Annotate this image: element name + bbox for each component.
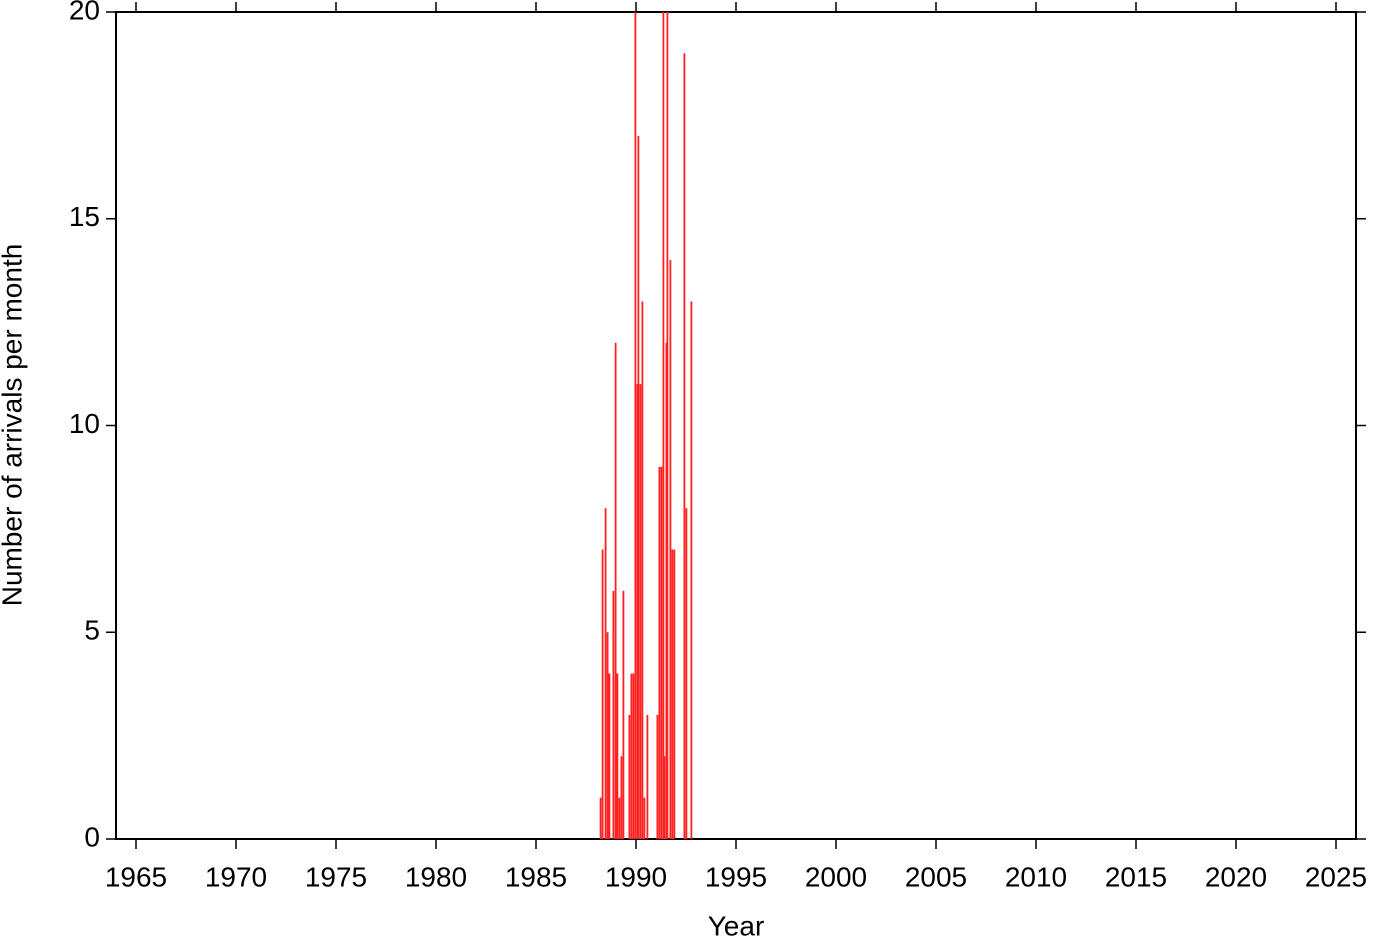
x-tick-label: 1965 (105, 861, 167, 892)
bar (634, 12, 637, 839)
bar (618, 797, 621, 839)
bar (636, 384, 639, 839)
x-tick-label: 2015 (1105, 861, 1167, 892)
bar (620, 756, 623, 839)
bar (669, 260, 672, 840)
bar (671, 549, 674, 839)
x-tick-label: 1995 (705, 861, 767, 892)
bar (660, 466, 663, 839)
bar (612, 590, 615, 839)
bar (683, 53, 686, 840)
x-tick-label: 1980 (405, 861, 467, 892)
x-tick-label: 1975 (305, 861, 367, 892)
bar (663, 756, 666, 839)
bar (608, 673, 611, 839)
y-tick-label: 20 (69, 0, 100, 25)
bar (656, 714, 659, 839)
x-tick-label: 2010 (1005, 861, 1067, 892)
x-tick-label: 1970 (205, 861, 267, 892)
bar (601, 549, 604, 839)
bar (643, 797, 646, 839)
bar (662, 12, 665, 839)
y-tick-label: 10 (69, 408, 100, 439)
x-axis-label: Year (708, 910, 765, 941)
x-tick-label: 2025 (1305, 861, 1367, 892)
bar (606, 632, 609, 839)
x-tick-label: 2000 (805, 861, 867, 892)
bar (628, 714, 631, 839)
bar (666, 12, 669, 839)
y-tick-label: 5 (84, 615, 100, 646)
bar (685, 508, 688, 839)
bar (673, 549, 676, 839)
bar (616, 673, 619, 839)
bar (599, 797, 602, 839)
x-tick-label: 2005 (905, 861, 967, 892)
x-tick-label: 1985 (505, 861, 567, 892)
y-axis-label: Number of arrivals per month (0, 244, 27, 607)
x-tick-label: 2020 (1205, 861, 1267, 892)
y-tick-label: 15 (69, 201, 100, 232)
bar (665, 342, 668, 839)
bar (622, 590, 625, 839)
bar (632, 673, 635, 839)
bar (630, 673, 633, 839)
bar (690, 301, 693, 839)
bar (641, 301, 644, 839)
bar (614, 342, 617, 839)
bar (637, 136, 640, 840)
plot-frame (115, 11, 1357, 840)
bar (639, 384, 642, 839)
bar (604, 508, 607, 839)
y-tick-label: 0 (84, 821, 100, 852)
x-tick-label: 1990 (605, 861, 667, 892)
bar (658, 466, 661, 839)
bar (646, 714, 649, 839)
